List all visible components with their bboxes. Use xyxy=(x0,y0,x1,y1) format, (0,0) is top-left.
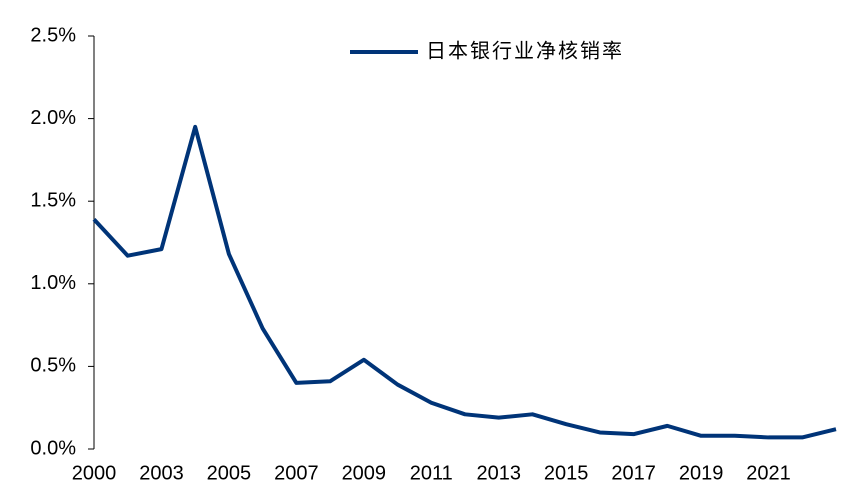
x-tick-label: 2013 xyxy=(476,462,521,484)
y-tick-label: 2.0% xyxy=(30,107,76,129)
x-tick-label: 2003 xyxy=(139,462,184,484)
x-tick-label: 2021 xyxy=(746,462,791,484)
y-tick-label: 1.5% xyxy=(30,189,76,211)
x-tick-label: 2007 xyxy=(274,462,319,484)
y-tick-label: 2.5% xyxy=(30,24,76,46)
x-tick-label: 2019 xyxy=(679,462,724,484)
x-tick-label: 2017 xyxy=(611,462,656,484)
x-tick-label: 2015 xyxy=(544,462,589,484)
x-tick-label: 2011 xyxy=(410,462,453,484)
y-tick-label: 0.0% xyxy=(30,437,76,459)
legend-label: 日本银行业净核销率 xyxy=(426,39,624,62)
y-tick-label: 0.5% xyxy=(30,355,76,377)
x-tick-label: 2009 xyxy=(342,462,387,484)
line xyxy=(92,124,837,440)
y-tick-label: 1.0% xyxy=(30,272,76,294)
x-tick-label: 2005 xyxy=(207,462,252,484)
x-tick-label: 2000 xyxy=(72,462,117,484)
